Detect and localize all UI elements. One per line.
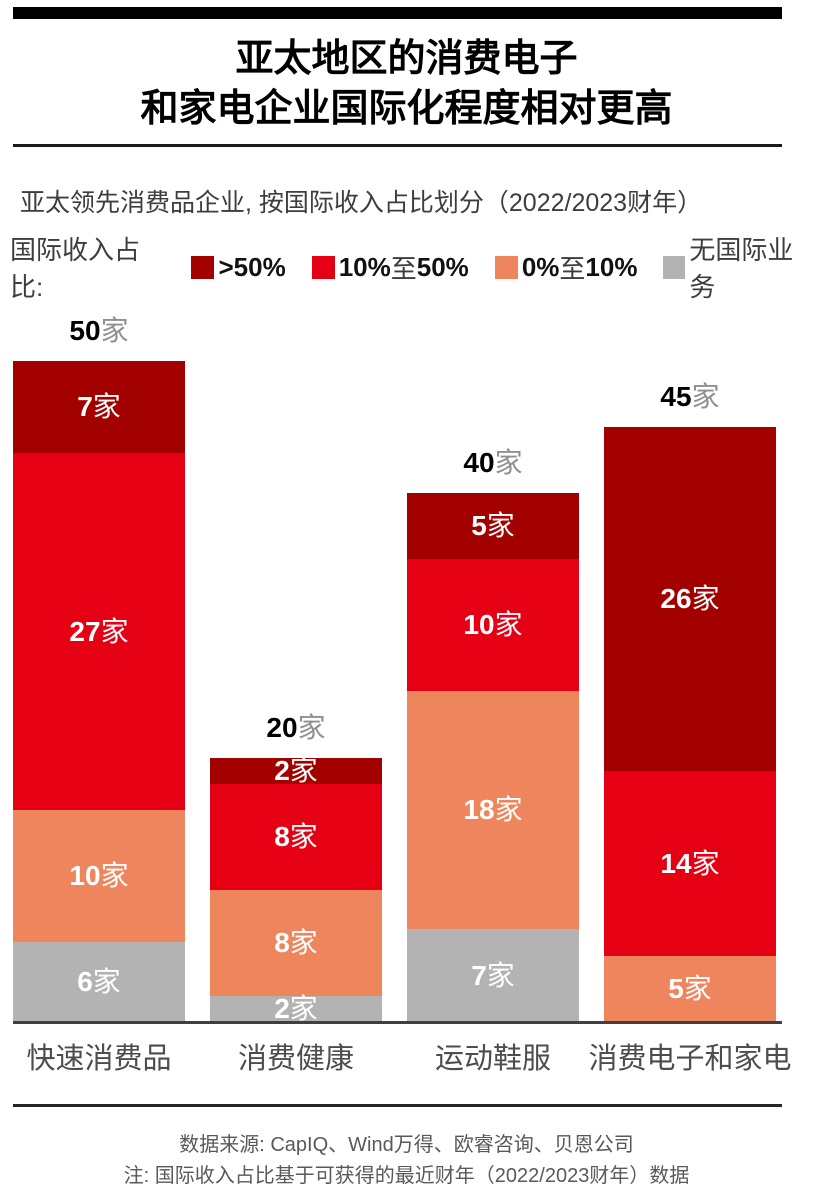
legend-swatch-gray (663, 255, 686, 279)
segment-0to10: 10 家 (13, 810, 185, 942)
page-title: 亚太地区的消费电子 和家电企业国际化程度相对更高 (0, 34, 813, 134)
data-source-note: 数据来源: CapIQ、Wind万得、欧睿咨询、贝恩公司 (179, 1134, 634, 1156)
legend-swatch-orange (494, 255, 518, 279)
x-axis-line (13, 1021, 782, 1024)
legend-item-gt50: >50% (191, 251, 286, 283)
title-line-1: 亚太地区的消费电子 (235, 38, 578, 80)
legend-item-10to50: 10% 至 50% (311, 249, 469, 286)
footnote: 注: 国际收入占比基于可获得的最近财年（2022/2023财年）数据 (123, 1165, 690, 1187)
legend-item-label: 10% (338, 251, 391, 282)
title-line-2: 和家电企业国际化程度相对更高 (140, 88, 673, 130)
category-label-sportswear: 运动鞋服 (434, 1043, 551, 1075)
legend-item-none: 无国际业务 (663, 230, 813, 304)
legend-item-label: >50% (218, 251, 286, 282)
bar-total-label: 45家 (660, 381, 720, 412)
segment-10to50: 10 家 (407, 559, 579, 691)
segment-10to50: 14 家 (604, 771, 776, 956)
category-label-fmcg: 快速消费品 (26, 1043, 172, 1075)
chart-subtitle: 亚太领先消费品企业, 按国际收入占比划分（2022/2023财年） (20, 189, 703, 217)
top-accent-bar (13, 7, 782, 19)
title-divider (13, 144, 782, 147)
legend-item-label: 0% (521, 251, 560, 282)
category-label-consumer-electronics: 消费电子和家电 (588, 1043, 792, 1075)
legend-item-0to10: 0% 至 10% (494, 249, 637, 286)
segment-0to10: 18 家 (407, 691, 579, 929)
segment-10to50: 27 家 (13, 453, 185, 810)
bar-total-label: 50家 (69, 315, 129, 346)
category-label-consumer-health: 消费健康 (237, 1043, 354, 1075)
legend-label: 国际收入占比: (10, 235, 141, 302)
bar-total-label: 40家 (463, 447, 523, 478)
legend-swatch-dark-red (191, 255, 215, 279)
segment-gt50: 26 家 (604, 427, 776, 771)
footer-divider (13, 1104, 782, 1107)
legend-swatch-red (311, 255, 335, 279)
legend: 国际收入占比: >50% 10% 至 50% 0% 至 10% 无国际业务 (10, 235, 813, 302)
bar-total-label: 20家 (266, 712, 326, 743)
